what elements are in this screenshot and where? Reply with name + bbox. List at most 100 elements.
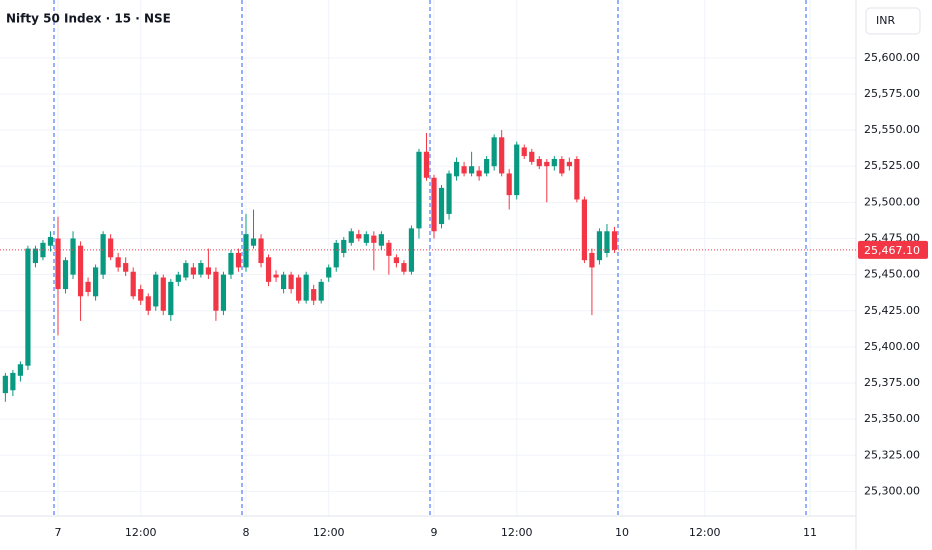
candle-body <box>77 245 84 297</box>
candle-body <box>85 281 91 292</box>
candle-body <box>235 252 242 268</box>
candle-body <box>296 277 302 301</box>
y-tick-label: 25,350.00 <box>864 412 920 425</box>
candle-body <box>348 231 354 243</box>
candle-body <box>100 234 106 275</box>
x-tick-label: 10 <box>615 526 629 539</box>
y-tick-label: 25,525.00 <box>864 159 920 172</box>
candle-body <box>198 263 204 275</box>
candle-body <box>529 151 535 162</box>
candle-body <box>243 234 249 268</box>
x-tick-label: 9 <box>431 526 438 539</box>
candle-body <box>220 274 227 311</box>
candle-body <box>175 274 181 282</box>
candle-body <box>491 137 497 167</box>
candle-body <box>476 170 482 177</box>
last-price-badge <box>858 240 928 259</box>
chart-title: Nifty 50 Index · 15 · NSE <box>6 12 171 26</box>
candle-body <box>93 267 99 297</box>
candle-body <box>130 271 136 297</box>
candle-body <box>514 144 520 196</box>
candle-body <box>536 158 542 167</box>
currency-button[interactable] <box>865 7 921 35</box>
candle-body <box>604 231 610 253</box>
x-tick-label: 8 <box>243 526 250 539</box>
candle-body <box>393 257 399 264</box>
candle-body <box>431 177 437 232</box>
candle-body <box>318 281 324 301</box>
x-tick-label: 12:00 <box>501 526 533 539</box>
candle-body <box>47 237 54 246</box>
y-tick-label: 25,600.00 <box>864 51 920 64</box>
candle-body <box>596 231 603 261</box>
y-tick-label: 25,550.00 <box>864 123 920 136</box>
candle-body <box>461 166 467 174</box>
candle-body <box>611 231 618 250</box>
candle-body <box>138 289 144 301</box>
candle-body <box>371 235 377 243</box>
candle-body <box>438 187 445 225</box>
candle-body <box>25 248 31 366</box>
candle-body <box>145 296 151 311</box>
candle-body <box>108 238 114 258</box>
candle-body <box>160 277 166 311</box>
candle-body <box>10 372 16 391</box>
candle-body <box>581 199 587 261</box>
candle-body <box>506 173 512 196</box>
candle-body <box>228 252 234 275</box>
candle-body <box>453 161 460 177</box>
candle-body <box>288 274 294 290</box>
last-price-label: 25,467.10 <box>864 244 920 257</box>
y-tick-label: 25,450.00 <box>864 268 920 281</box>
y-tick-label: 25,575.00 <box>864 87 920 100</box>
candle-body <box>2 375 8 394</box>
candle-body <box>499 137 505 174</box>
candle-body <box>551 158 557 167</box>
candle-body <box>446 173 452 214</box>
x-tick-label: 12:00 <box>313 526 345 539</box>
candle-body <box>32 248 39 264</box>
candle-body <box>544 161 550 167</box>
candle-body <box>153 274 159 307</box>
candle-body <box>205 267 211 275</box>
x-tick-label: 7 <box>55 526 62 539</box>
candle-body <box>70 238 76 275</box>
y-tick-label: 25,375.00 <box>864 376 920 389</box>
candle-body <box>401 263 407 272</box>
candle-body <box>416 151 422 229</box>
candle-body <box>62 260 69 290</box>
candle-body <box>469 166 475 174</box>
candle-body <box>566 161 572 167</box>
currency-label[interactable]: INR <box>876 14 895 27</box>
candle-body <box>356 234 362 239</box>
candle-body <box>303 274 309 301</box>
x-tick-label: 11 <box>803 526 817 539</box>
candle-body <box>265 257 272 282</box>
candle-body <box>55 238 61 290</box>
candle-body <box>333 242 339 268</box>
y-tick-label: 25,300.00 <box>864 484 920 497</box>
candle-body <box>250 238 257 246</box>
candles <box>2 130 618 402</box>
candle-body <box>311 289 317 301</box>
y-tick-label: 25,500.00 <box>864 195 920 208</box>
candle-body <box>258 238 264 264</box>
candle-body <box>589 252 595 268</box>
candle-body <box>574 158 580 200</box>
candle-body <box>183 263 189 278</box>
x-tick-label: 12:00 <box>125 526 157 539</box>
candle-body <box>326 267 332 278</box>
candle-body <box>273 274 279 278</box>
candle-body <box>341 239 347 253</box>
candle-body <box>386 242 392 256</box>
candle-body <box>484 158 490 174</box>
candle-body <box>378 234 384 246</box>
candle-body <box>281 274 287 290</box>
candle-body <box>115 257 121 268</box>
candle-body <box>123 263 129 272</box>
candle-body <box>521 147 527 157</box>
candle-body <box>423 151 430 178</box>
candle-body <box>363 234 369 243</box>
y-tick-label: 25,400.00 <box>864 340 920 353</box>
